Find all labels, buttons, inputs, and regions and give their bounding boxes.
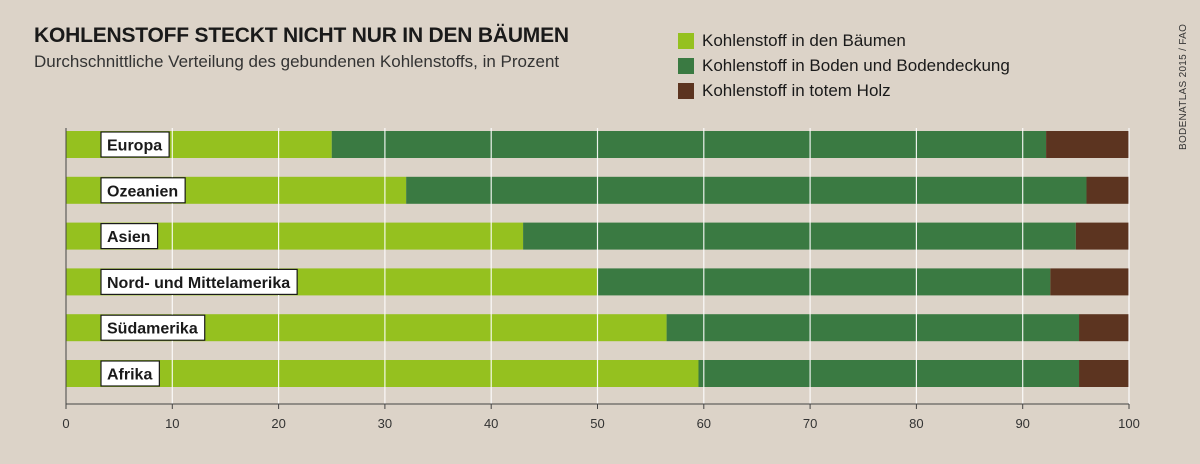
category-label-box	[100, 268, 298, 295]
x-tick-label-70: 70	[803, 416, 817, 431]
x-tick-label-20: 20	[271, 416, 285, 431]
bar-asien-soil	[523, 222, 1076, 250]
bar-afrika-deadwood	[1079, 360, 1129, 387]
x-tick-label-90: 90	[1015, 416, 1029, 431]
chart-subtitle: Durchschnittliche Verteilung des gebunde…	[34, 52, 560, 71]
category-label-text: Nord- und Mittelamerika	[107, 275, 290, 292]
chart-title: KOHLENSTOFF STECKT NICHT NUR IN DEN BÄUM…	[34, 24, 569, 47]
legend-item-deadwood: Kohlenstoff in totem Holz	[678, 78, 1010, 103]
legend-swatch-deadwood	[678, 82, 694, 99]
category-label-box	[100, 223, 159, 250]
category-label-box	[100, 177, 186, 204]
legend-swatch-trees	[678, 32, 694, 49]
legend-item-soil: Kohlenstoff in Boden und Bodendeckung	[678, 53, 1010, 78]
category-label-suedamerika: Südamerika	[100, 314, 206, 341]
category-label-box	[100, 360, 160, 387]
legend: Kohlenstoff in den Bäumen Kohlenstoff in…	[678, 28, 1010, 103]
legend-label-deadwood: Kohlenstoff in totem Holz	[702, 80, 891, 100]
x-tick-label-10: 10	[165, 416, 179, 431]
x-tick-label-50: 50	[590, 416, 604, 431]
legend-item-trees: Kohlenstoff in den Bäumen	[678, 28, 1010, 53]
bar-nord-und-mittelamerika-deadwood	[1050, 268, 1129, 296]
category-label-text: Europa	[107, 138, 162, 155]
category-label-text: Asien	[107, 229, 151, 246]
bar-europa-soil	[331, 131, 1047, 158]
bar-afrika-soil	[698, 360, 1080, 387]
bar-europa-deadwood	[1046, 131, 1129, 158]
category-label-asien: Asien	[100, 223, 159, 250]
x-tick-label-0: 0	[62, 416, 69, 431]
legend-label-trees: Kohlenstoff in den Bäumen	[702, 30, 906, 50]
bar-asien-deadwood	[1075, 222, 1129, 250]
category-label-afrika: Afrika	[100, 360, 160, 387]
x-tick-label-40: 40	[484, 416, 498, 431]
category-label-text: Ozeanien	[107, 183, 178, 200]
bar-ozeanien-soil	[406, 176, 1087, 204]
legend-label-soil: Kohlenstoff in Boden und Bodendeckung	[702, 55, 1010, 75]
category-label-text: Afrika	[107, 367, 152, 384]
category-label-text: Südamerika	[107, 321, 198, 338]
bar-nord-und-mittelamerika-soil	[597, 268, 1051, 296]
legend-swatch-soil	[678, 57, 694, 74]
bar-afrika-trees	[66, 360, 699, 387]
x-tick-label-80: 80	[909, 416, 923, 431]
x-tick-label-100: 100	[1118, 416, 1140, 431]
category-label-nord-und-mittelamerika: Nord- und Mittelamerika	[100, 268, 298, 295]
bar-suedamerika-soil	[666, 314, 1080, 342]
bar-ozeanien-deadwood	[1086, 176, 1129, 204]
x-tick-label-60: 60	[697, 416, 711, 431]
bar-suedamerika-deadwood	[1079, 314, 1129, 342]
category-label-europa: Europa	[100, 131, 170, 158]
x-tick-label-30: 30	[378, 416, 392, 431]
category-label-ozeanien: Ozeanien	[100, 177, 186, 204]
category-label-box	[100, 314, 206, 341]
category-label-box	[100, 131, 170, 158]
